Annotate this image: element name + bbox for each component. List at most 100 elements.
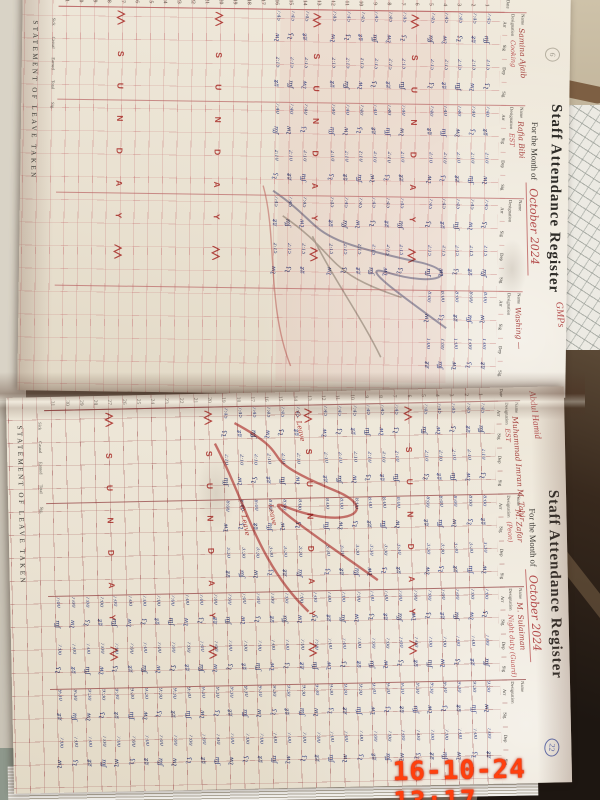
signature-scribble: ɱʃ	[467, 175, 475, 184]
signature-scribble: ʕʅ	[465, 518, 474, 526]
time-entry: 7:00	[315, 731, 321, 743]
signature-scribble: ɱʃ	[454, 81, 462, 90]
time-entry: 7:00	[86, 735, 93, 747]
signature-scribble: ʑʬ	[199, 756, 207, 765]
time-entry: 7:45	[440, 197, 447, 210]
signature-scribble: ɱʃ	[286, 79, 294, 88]
signature-scribble: ʕʅ	[421, 472, 430, 480]
attendance-column-header: Dep	[501, 58, 507, 83]
signature-scribble: ʍʅ	[312, 707, 320, 717]
time-entry: 3:30	[452, 541, 460, 554]
signature-scribble: ɱʃ	[363, 427, 372, 436]
time-entry: 1:00	[480, 338, 487, 350]
time-entry: 7:45	[336, 404, 342, 417]
sunday-letter: Y	[309, 215, 320, 222]
sunday-letter: S	[104, 452, 115, 459]
time-entry: 1:00	[452, 337, 459, 349]
day-number: 30	[63, 400, 70, 406]
day-number: 8	[385, 2, 392, 6]
signature-scribble: ʑʬ	[270, 218, 279, 227]
time-entry: 9:30	[185, 686, 192, 699]
signature-scribble: ʑʬ	[453, 174, 461, 183]
signature-scribble: ʕʅ	[369, 80, 379, 88]
signature-scribble: ʕʅ	[482, 82, 491, 90]
signature-scribble: ʕʅ	[277, 428, 286, 437]
time-entry: 7:00	[170, 640, 176, 653]
signature-scribble: ʍʅ	[385, 34, 393, 44]
signature-scribble: ʑʬ	[68, 666, 77, 674]
time-entry: 7:00	[326, 637, 334, 649]
time-entry: 2:15	[397, 243, 404, 256]
signature-scribble: ʑʬ	[425, 127, 434, 136]
time-entry: 9:30	[241, 685, 249, 698]
name-label: Name	[517, 200, 523, 212]
time-entry: 7:45	[450, 402, 457, 414]
signature-scribble: ʑʬ	[463, 425, 472, 434]
time-entry: 7:45	[345, 10, 351, 23]
time-entry: 7:45	[303, 10, 310, 22]
signature-scribble: ʕʅ	[478, 471, 487, 479]
day-number: 21	[203, 0, 210, 5]
register-page-top: Staff Attendance Register For the Month …	[17, 0, 571, 398]
day-number: 23	[163, 398, 170, 404]
signature-scribble: ɱʃ	[70, 712, 78, 721]
signature-scribble: ʑʬ	[398, 705, 406, 714]
signature-scribble: ʕʅ	[154, 710, 164, 718]
signature-scribble: ʍʅ	[325, 660, 334, 670]
time-entry: 8:00	[452, 495, 459, 507]
signature-scribble: ʕʅ	[97, 711, 107, 719]
signature-scribble: ɱʃ	[299, 172, 308, 182]
signature-scribble: ɱʃ	[213, 756, 221, 765]
sunday-letter: S	[303, 448, 314, 455]
zigzag-mark	[403, 406, 413, 421]
signature-scribble: ʍʅ	[342, 126, 350, 137]
time-entry: 9:30	[171, 687, 178, 700]
attendance-column-header: Sig	[499, 563, 505, 588]
day-number: 8	[377, 395, 384, 398]
leave-column-header: Earned	[50, 57, 56, 70]
signature-scribble: ʍʅ	[356, 80, 365, 90]
time-entry: 7:40	[302, 103, 309, 115]
time-entry: 7:00	[198, 639, 206, 652]
signature-scribble: ʑʬ	[239, 662, 249, 671]
time-entry: 7:00	[69, 596, 76, 608]
signature-scribble: ʑʬ	[283, 707, 292, 716]
signature-scribble: ɱʃ	[436, 360, 444, 369]
signature-scribble: ʑʬ	[451, 314, 459, 323]
staff-designation-handwritten: (Peon)	[505, 521, 515, 543]
signature-scribble: ʕʅ	[241, 755, 250, 763]
sunday-letter: U	[104, 484, 116, 492]
time-entry: 7:00	[454, 634, 462, 647]
signature-scribble: ʍʅ	[434, 426, 443, 435]
signature-scribble: ʍʅ	[467, 611, 476, 621]
attendance-column-header: Dep	[502, 725, 509, 751]
zigzag-mark	[410, 14, 421, 29]
attendance-column-header: Sig	[497, 470, 504, 495]
signature-scribble: ʕʅ	[395, 267, 404, 274]
sunday-letter: A	[106, 582, 118, 589]
signature-scribble: ʑʬ	[298, 265, 306, 274]
signature-scribble: ʑʬ	[142, 757, 150, 766]
name-label: Name	[518, 588, 524, 600]
subtitle-prefix: For the Month of	[529, 121, 541, 181]
time-entry: 2:10	[399, 150, 405, 163]
time-entry: 7:40	[484, 105, 490, 118]
time-entry: 7:45	[359, 10, 366, 23]
attendance-column-header: Arr	[502, 11, 508, 37]
signature-scribble: ʍʅ	[464, 472, 472, 481]
day-number: 10	[348, 394, 355, 400]
signature-scribble: ʍʅ	[252, 569, 261, 579]
time-entry: 2:15	[456, 58, 463, 70]
time-entry: 7:00	[155, 641, 162, 653]
time-entry: 7:00	[269, 638, 277, 651]
sunday-letter: D	[206, 547, 217, 555]
time-entry: 7:00	[172, 733, 178, 746]
time-entry: 7:00	[155, 594, 161, 607]
signature-scribble: ʕʅ	[213, 709, 221, 717]
time-entry: 2:10	[343, 150, 349, 162]
time-entry: 7:45	[468, 198, 475, 210]
month-handwritten: October 2024	[525, 182, 542, 275]
signature-scribble: ɱʃ	[197, 663, 206, 672]
sunday-letter: A	[206, 580, 217, 587]
time-entry: 7:00	[143, 734, 150, 746]
